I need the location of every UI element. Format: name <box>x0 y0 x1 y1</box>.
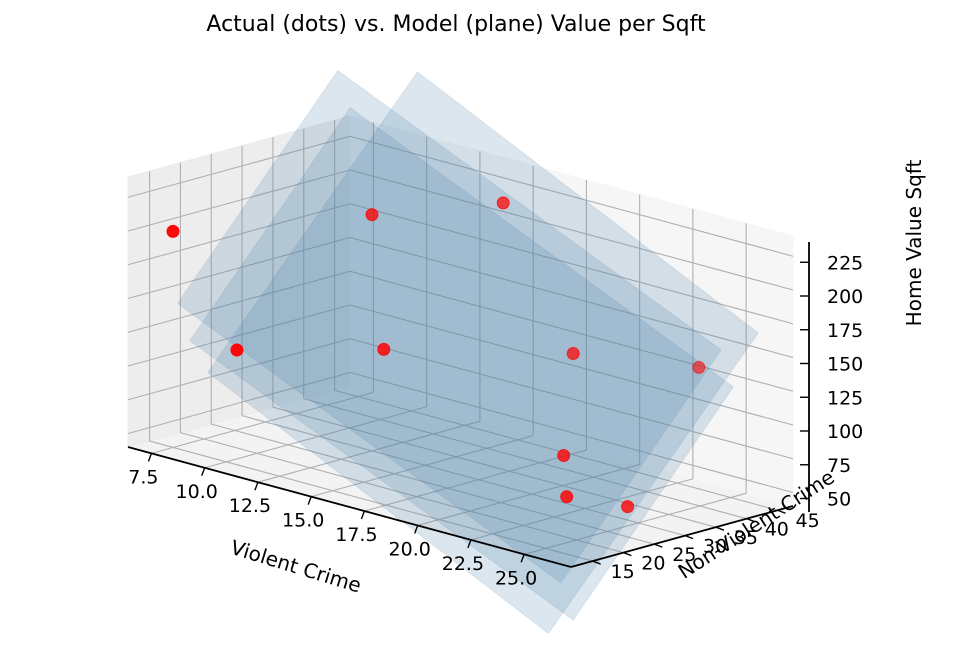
x-tick-label: 7.5 <box>128 466 158 488</box>
z-gridline <box>127 236 351 300</box>
y-tick-label: 40 <box>765 519 789 541</box>
x-gridline <box>364 449 587 512</box>
z-gridline <box>127 169 351 232</box>
x-tick <box>254 481 259 491</box>
axes-panes <box>126 115 795 568</box>
data-point <box>496 196 510 210</box>
z-tick-label: 75 <box>827 455 851 477</box>
x-gridline <box>417 463 640 526</box>
y-tick <box>715 526 725 531</box>
y-axis-line <box>570 505 794 568</box>
z-gridline <box>127 270 351 333</box>
z-tick-label: 50 <box>827 489 851 511</box>
z-gridline <box>349 236 794 359</box>
data-point <box>365 208 379 222</box>
y-tick <box>654 543 663 548</box>
z-tick-label: 125 <box>827 387 863 409</box>
z-tick-label: 225 <box>827 252 863 274</box>
z-tick-label: 150 <box>827 354 863 376</box>
y-tick-label: 25 <box>672 544 696 566</box>
y-gridline <box>149 440 593 562</box>
z-gridline <box>349 169 794 291</box>
x-tick <box>467 539 472 549</box>
x-tick <box>413 525 419 534</box>
model-plane <box>189 107 735 621</box>
x-axis-line <box>127 446 572 568</box>
x-gridline <box>151 391 374 454</box>
x-tick <box>360 510 366 520</box>
y-tick-label: 20 <box>641 553 665 575</box>
y-tick <box>592 560 601 565</box>
back-pane <box>349 115 794 507</box>
z-gridline <box>349 371 794 494</box>
z-gridline <box>127 203 351 266</box>
y-tick-label: 45 <box>796 510 820 532</box>
data-point <box>560 490 574 504</box>
actual-points <box>166 196 706 514</box>
chart-title: Actual (dots) vs. Model (plane) Value pe… <box>206 12 706 37</box>
x-gridline <box>470 478 694 541</box>
data-point <box>621 500 635 514</box>
z-gridline <box>349 203 794 325</box>
x-gridline <box>311 435 534 498</box>
data-point <box>557 449 571 462</box>
x-tick <box>147 453 153 462</box>
tick-labels: 7.5 10.0 12.5 15.0 17.5 20.0 22.5 25.0 15 20 25 30 3… <box>128 252 863 589</box>
y-gridline <box>211 423 655 545</box>
data-point <box>377 342 391 356</box>
x-tick <box>201 467 206 477</box>
x-tick-label: 17.5 <box>335 524 377 546</box>
z-gridline <box>127 304 351 367</box>
y-gridline <box>303 398 747 520</box>
z-axis-label: Home Value Sqft <box>902 160 926 327</box>
z-gridline <box>127 135 351 198</box>
x-tick-label: 15.0 <box>282 510 324 532</box>
y-tick-label: 15 <box>611 561 635 583</box>
x-tick-label: 22.5 <box>442 553 484 575</box>
data-point <box>230 343 244 357</box>
x-tick <box>520 554 525 563</box>
x-tick-label: 20.0 <box>389 539 431 561</box>
data-point <box>566 347 580 360</box>
x-tick-label: 25.0 <box>495 567 537 589</box>
y-gridline <box>272 406 717 528</box>
x-gridline <box>204 406 427 469</box>
y-tick <box>684 534 694 540</box>
gridlines <box>127 120 794 562</box>
z-gridline <box>349 304 794 426</box>
data-point <box>166 224 180 238</box>
x-gridline <box>257 420 481 483</box>
z-tick-label: 200 <box>827 286 863 308</box>
z-gridline <box>127 371 351 435</box>
z-gridline <box>127 338 351 401</box>
y-tick <box>623 551 632 557</box>
model-plane <box>207 71 759 635</box>
y-gridline <box>334 389 778 511</box>
z-gridline <box>349 135 794 257</box>
y-tick-label: 35 <box>734 527 758 549</box>
model-planes <box>176 69 759 635</box>
data-point <box>692 360 706 374</box>
x-tick <box>307 496 312 505</box>
y-tick-label: 30 <box>703 536 727 558</box>
y-gridline <box>180 432 624 554</box>
z-tick-label: 100 <box>827 421 863 443</box>
x-gridline <box>523 492 747 555</box>
z-tick-label: 175 <box>827 320 863 342</box>
y-gridline <box>241 415 686 537</box>
z-gridline <box>349 270 794 392</box>
model-plane <box>176 69 722 584</box>
y-tick <box>746 518 755 523</box>
z-gridline <box>349 338 794 460</box>
y-tick <box>777 509 786 514</box>
axis-lines <box>127 242 810 568</box>
x-tick-label: 10.0 <box>176 481 218 503</box>
x-tick-label: 12.5 <box>229 495 271 517</box>
